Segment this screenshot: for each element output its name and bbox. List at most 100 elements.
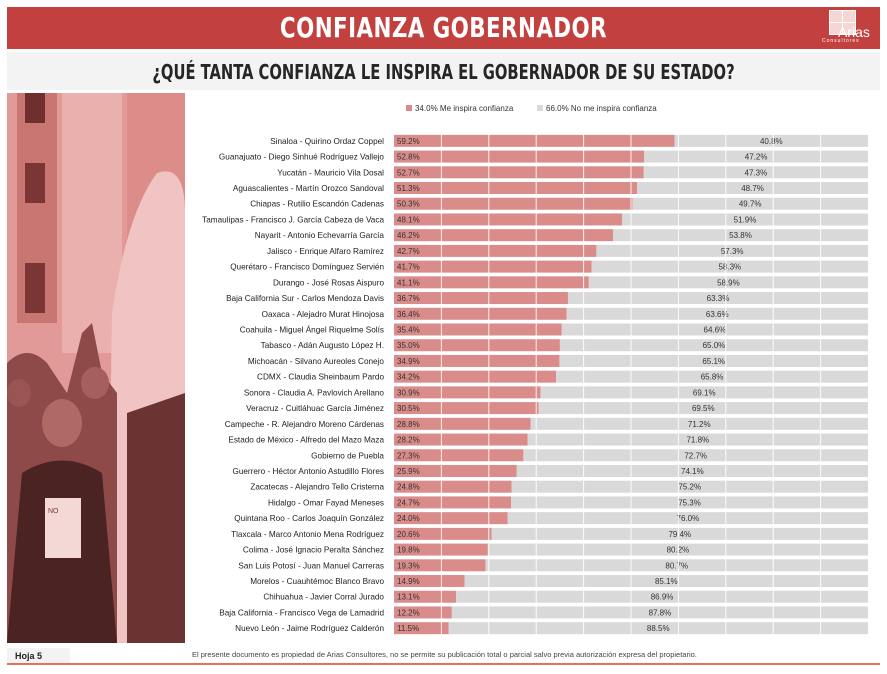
bar-no-confianza bbox=[566, 307, 868, 320]
data-label-confianza: 34.9% bbox=[397, 357, 420, 366]
data-label-no-confianza: 40.8% bbox=[760, 137, 783, 146]
data-label-confianza: 11.5% bbox=[397, 624, 419, 633]
category-label: Quintana Roo - Carlos Joaquín González bbox=[234, 514, 384, 523]
footer-disclaimer: El presente documento es propiedad de Ar… bbox=[192, 650, 697, 659]
data-label-no-confianza: 69.1% bbox=[693, 388, 716, 397]
data-label-no-confianza: 79.4% bbox=[668, 530, 691, 539]
category-label: Guanajuato - Diego Sinhué Rodríguez Vall… bbox=[219, 153, 385, 162]
data-label-no-confianza: 47.2% bbox=[745, 153, 768, 162]
data-label-no-confianza: 69.5% bbox=[692, 404, 715, 413]
data-label-no-confianza: 65.8% bbox=[701, 373, 724, 382]
bar-confianza bbox=[394, 323, 562, 336]
category-label: Baja California - Francisco Vega de Lama… bbox=[219, 608, 384, 617]
data-label-confianza: 36.4% bbox=[397, 310, 420, 319]
data-label-no-confianza: 85.1% bbox=[655, 577, 678, 586]
category-label: Estado de México - Alfredo del Mazo Maza bbox=[228, 436, 384, 445]
bar-confianza bbox=[394, 496, 512, 509]
data-label-no-confianza: 71.2% bbox=[688, 420, 711, 429]
bar-no-confianza bbox=[538, 402, 868, 415]
data-label-no-confianza: 51.9% bbox=[734, 215, 757, 224]
category-label: Campeche - R. Alejandro Moreno Cárdenas bbox=[225, 420, 384, 429]
data-label-no-confianza: 63.3% bbox=[707, 294, 730, 303]
category-label: Tabasco - Adán Augusto López H. bbox=[261, 341, 384, 350]
bar-confianza bbox=[394, 292, 568, 305]
bar-confianza bbox=[394, 417, 531, 430]
bar-no-confianza bbox=[516, 464, 868, 477]
legend-swatch-confianza bbox=[406, 105, 412, 111]
category-label: Sonora - Claudia A. Pavlovich Arellano bbox=[244, 388, 385, 397]
bar-no-confianza bbox=[588, 276, 868, 289]
question-band bbox=[7, 52, 880, 90]
title-band bbox=[7, 7, 880, 49]
bar-no-confianza bbox=[456, 590, 868, 603]
category-label: Oaxaca - Alejadro Murat Hinojosa bbox=[262, 310, 385, 319]
data-label-confianza: 28.8% bbox=[397, 420, 420, 429]
data-label-no-confianza: 74.1% bbox=[681, 467, 704, 476]
protest-photo-illustration: NO bbox=[7, 93, 185, 643]
data-label-confianza: 27.3% bbox=[397, 451, 420, 460]
data-label-no-confianza: 86.9% bbox=[651, 593, 674, 602]
bar-no-confianza bbox=[511, 496, 868, 509]
legend-swatch-no-confianza bbox=[537, 105, 543, 111]
bar-no-confianza bbox=[556, 370, 868, 383]
bar-confianza bbox=[394, 197, 633, 210]
legend-label-no-confianza: 66.0% No me inspira confianza bbox=[546, 104, 657, 113]
bar-confianza bbox=[394, 606, 452, 619]
bar-no-confianza bbox=[448, 622, 868, 635]
data-label-confianza: 14.9% bbox=[397, 577, 420, 586]
category-label: Tamaulipas - Francisco J. García Cabeza … bbox=[202, 215, 384, 224]
category-label: Morelos - Cuauhtémoc Blanco Bravo bbox=[250, 577, 384, 586]
bar-confianza bbox=[394, 134, 675, 147]
data-label-confianza: 48.1% bbox=[397, 215, 420, 224]
bar-confianza bbox=[394, 512, 508, 525]
bar-no-confianza bbox=[612, 229, 868, 242]
bar-confianza bbox=[394, 354, 560, 367]
page-title: CONFIANZA GOBERNADOR bbox=[279, 11, 608, 44]
category-label: Coahuila - Miguel Ángel Riquelme Solís bbox=[240, 325, 384, 335]
bar-no-confianza bbox=[540, 386, 868, 399]
bar-confianza bbox=[394, 464, 517, 477]
bar-confianza bbox=[394, 276, 589, 289]
data-label-confianza: 50.3% bbox=[397, 200, 420, 209]
bar-no-confianza bbox=[561, 323, 868, 336]
legend-item-confianza: 34.0% Me inspira confianza bbox=[406, 101, 513, 117]
data-label-confianza: 34.2% bbox=[397, 373, 420, 382]
data-label-no-confianza: 64.6% bbox=[704, 326, 727, 335]
bar-confianza bbox=[394, 559, 486, 572]
logo-subtext: Consultores bbox=[822, 38, 860, 44]
data-label-confianza: 19.8% bbox=[397, 546, 420, 555]
category-label: Querétaro - Francisco Domínguez Servién bbox=[230, 263, 384, 272]
logo-text: Arias bbox=[838, 24, 870, 40]
bar-no-confianza bbox=[491, 527, 868, 540]
bar-confianza bbox=[394, 213, 622, 226]
data-label-no-confianza: 80.7% bbox=[665, 561, 688, 570]
data-label-confianza: 42.7% bbox=[397, 247, 420, 256]
bar-confianza bbox=[394, 402, 539, 415]
data-label-confianza: 52.8% bbox=[397, 153, 420, 162]
logo-grid-icon bbox=[823, 10, 856, 36]
category-label: Aguascalientes - Martín Orozco Sandoval bbox=[233, 184, 384, 193]
bar-no-confianza bbox=[596, 244, 868, 257]
data-label-no-confianza: 48.7% bbox=[741, 184, 764, 193]
data-label-confianza: 24.8% bbox=[397, 483, 420, 492]
data-label-no-confianza: 53.8% bbox=[729, 231, 752, 240]
category-label: Michoacán - Silvano Aureoles Conejo bbox=[248, 357, 385, 366]
data-label-no-confianza: 75.3% bbox=[678, 498, 701, 507]
data-label-confianza: 30.9% bbox=[397, 388, 420, 397]
data-label-no-confianza: 87.8% bbox=[649, 608, 672, 617]
category-label: Jalisco - Enrique Alfaro Ramírez bbox=[267, 247, 384, 256]
bar-confianza bbox=[394, 590, 457, 603]
bar-confianza bbox=[394, 307, 567, 320]
bar-confianza bbox=[394, 339, 560, 352]
category-label: Baja California Sur - Carlos Mendoza Dav… bbox=[226, 294, 384, 303]
bar-no-confianza bbox=[637, 182, 868, 195]
data-label-confianza: 41.1% bbox=[397, 278, 420, 287]
data-label-confianza: 24.0% bbox=[397, 514, 420, 523]
bar-confianza bbox=[394, 480, 512, 493]
bar-confianza bbox=[394, 575, 465, 588]
data-label-confianza: 59.2% bbox=[397, 137, 420, 146]
data-label-no-confianza: 49.7% bbox=[739, 200, 762, 209]
bar-no-confianza bbox=[511, 480, 868, 493]
category-label: Hidalgo - Omar Fayad Meneses bbox=[268, 498, 384, 507]
